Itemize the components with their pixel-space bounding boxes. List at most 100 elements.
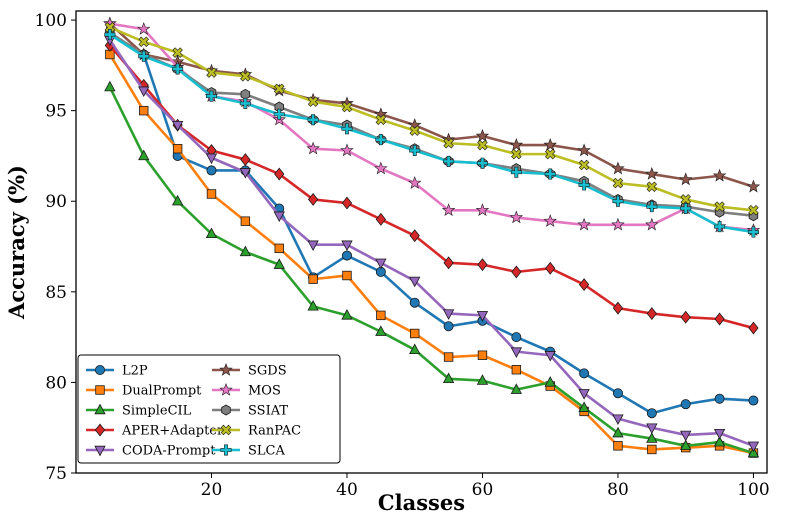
data-point-ranpac — [172, 47, 183, 58]
data-point-simplecil — [171, 194, 184, 206]
data-point-sgds — [746, 179, 761, 193]
data-point-ranpac — [240, 70, 251, 82]
data-point-coda-prompt — [273, 211, 285, 223]
data-point-sgds — [645, 166, 659, 180]
data-point-ranpac — [748, 205, 759, 216]
data-point-simplecil — [341, 309, 353, 320]
data-point-aper-adapter — [240, 153, 251, 167]
x-tick-label: 60 — [472, 480, 494, 500]
series-simplecil — [104, 80, 760, 458]
data-point-l2p — [680, 399, 691, 410]
data-point-simplecil — [612, 426, 624, 438]
data-point-mos — [306, 141, 320, 155]
y-axis-ticks: 75 80 85 90 95 100 — [35, 11, 76, 484]
data-point-coda-prompt — [239, 168, 252, 179]
data-point-l2p — [511, 332, 522, 343]
data-point-slca — [544, 168, 556, 180]
y-tick-label: 85 — [45, 283, 67, 303]
y-tick-label: 75 — [45, 464, 67, 484]
data-point-l2p — [646, 408, 657, 419]
legend-item-l2p: L2P — [86, 364, 148, 379]
legend-item-slca: SLCA — [212, 444, 285, 459]
data-point-coda-prompt — [409, 276, 421, 288]
legend-item-aper-adapter: APER+Adapter — [86, 424, 224, 439]
data-point-ranpac — [511, 148, 522, 160]
data-point-dualprompt — [613, 441, 623, 451]
y-tick-label: 80 — [45, 373, 67, 393]
legend-label: CODA-Prompt — [122, 444, 216, 459]
legend-swatch-marker — [94, 403, 106, 415]
data-point-dualprompt — [206, 189, 217, 199]
data-point-dualprompt — [240, 216, 251, 226]
data-point-coda-prompt — [544, 351, 556, 362]
data-point-slca — [104, 29, 116, 41]
data-point-aper-adapter — [443, 256, 454, 270]
y-tick-label: 100 — [35, 11, 67, 31]
data-point-ranpac — [646, 181, 658, 192]
data-point-slca — [578, 179, 590, 191]
data-point-mos — [611, 217, 625, 231]
data-point-l2p — [443, 321, 454, 332]
data-point-aper-adapter — [409, 229, 420, 243]
data-point-sgds — [408, 118, 422, 131]
data-point-slca — [612, 195, 624, 207]
data-point-dualprompt — [410, 328, 420, 339]
legend-label: SGDS — [248, 364, 287, 379]
data-point-dualprompt — [342, 270, 352, 281]
data-point-coda-prompt — [747, 441, 760, 453]
data-point-simplecil — [680, 439, 692, 451]
data-point-ranpac — [375, 114, 387, 125]
data-point-ranpac — [206, 67, 217, 78]
data-point-dualprompt — [647, 444, 657, 455]
data-point-coda-prompt — [138, 86, 150, 98]
legend-label: SSIAT — [248, 404, 288, 419]
series-line-ranpac — [109, 26, 754, 212]
data-point-sgds — [543, 138, 557, 151]
data-point-ranpac — [612, 177, 624, 189]
data-point-slca — [239, 97, 251, 109]
data-point-l2p — [612, 388, 623, 399]
data-point-slca — [443, 155, 455, 167]
data-point-ranpac — [578, 159, 590, 171]
data-point-l2p — [341, 250, 352, 261]
data-point-aper-adapter — [714, 312, 725, 326]
series-ssiat — [105, 27, 759, 222]
data-point-simplecil — [273, 258, 285, 269]
data-point-mos — [408, 176, 422, 189]
legend-swatch-marker — [95, 364, 106, 375]
data-point-mos — [543, 214, 557, 227]
series-ranpac — [104, 22, 759, 216]
data-point-dualprompt — [308, 274, 318, 284]
data-point-mos — [374, 161, 388, 175]
data-point-coda-prompt — [510, 347, 523, 358]
data-point-slca — [205, 90, 217, 102]
x-tick-label: 20 — [201, 480, 223, 500]
data-point-sgds — [509, 138, 524, 151]
legend-label: SLCA — [248, 444, 285, 459]
x-tick-label: 100 — [737, 480, 769, 500]
data-point-slca — [646, 201, 658, 213]
data-point-slca — [375, 134, 387, 146]
data-point-coda-prompt — [307, 240, 319, 252]
data-point-slca — [510, 166, 522, 178]
data-point-simplecil — [239, 245, 252, 257]
data-point-slca — [714, 221, 726, 233]
legend-item-coda-prompt: CODA-Prompt — [86, 444, 216, 459]
data-point-simplecil — [713, 435, 726, 447]
data-point-coda-prompt — [476, 311, 489, 322]
data-point-ranpac — [680, 194, 691, 205]
series-line-dualprompt — [108, 53, 754, 455]
data-point-sgds — [475, 128, 490, 142]
data-point-aper-adapter — [511, 265, 522, 279]
data-point-simplecil — [510, 383, 523, 394]
legend-label: L2P — [122, 364, 148, 379]
data-point-slca — [307, 114, 319, 126]
legend-swatch-marker — [221, 404, 231, 416]
data-point-dualprompt — [443, 352, 454, 362]
data-point-simplecil — [409, 343, 421, 355]
data-point-simplecil — [375, 325, 387, 336]
data-point-simplecil — [578, 401, 590, 412]
data-point-simplecil — [307, 299, 319, 311]
legend-label: DualPrompt — [122, 384, 202, 399]
data-point-ranpac — [273, 83, 285, 95]
